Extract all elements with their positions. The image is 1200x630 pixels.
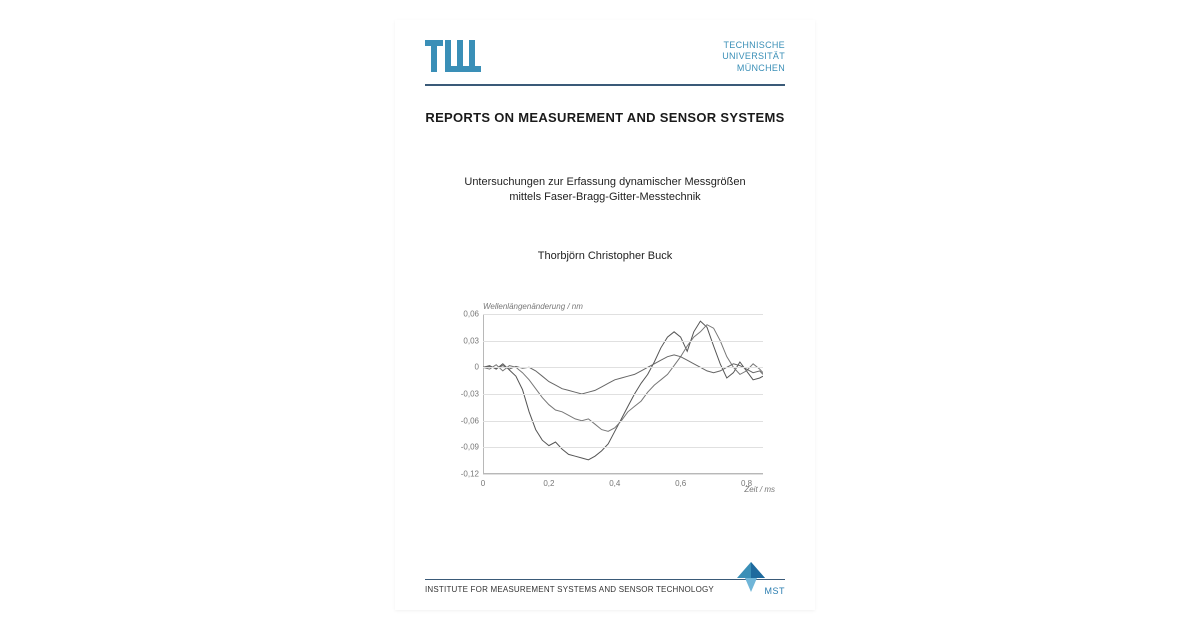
chart-plot-area: 0,060,030-0,03-0,06-0,09-0,1200,20,40,60… bbox=[483, 314, 763, 474]
chart: Wellenlängenänderung / nm 0,060,030-0,03… bbox=[445, 302, 775, 492]
header-rule bbox=[425, 84, 785, 86]
chart-ytick-label: 0 bbox=[453, 363, 479, 372]
tum-logo-icon bbox=[425, 40, 481, 72]
author-name: Thorbjörn Christopher Buck bbox=[425, 250, 785, 262]
chart-xtick-label: 0,2 bbox=[543, 479, 554, 488]
chart-gridline bbox=[483, 447, 763, 448]
thesis-title-line2: mittels Faser-Bragg-Gitter-Messtechnik bbox=[425, 190, 785, 205]
mst-logo: MST bbox=[735, 560, 785, 600]
series-title: REPORTS ON MEASUREMENT AND SENSOR SYSTEM… bbox=[425, 110, 785, 125]
chart-gridline bbox=[483, 394, 763, 395]
mst-label: MST bbox=[765, 586, 786, 596]
chart-gridline bbox=[483, 341, 763, 342]
university-name: TECHNISCHE UNIVERSITÄT MÜNCHEN bbox=[722, 40, 785, 74]
chart-gridline bbox=[483, 474, 763, 475]
chart-xtick-label: 0 bbox=[481, 479, 485, 488]
header: TECHNISCHE UNIVERSITÄT MÜNCHEN bbox=[425, 40, 785, 74]
chart-xlabel: Zeit / ms bbox=[744, 485, 775, 494]
chart-series-trace3 bbox=[483, 355, 763, 394]
cover-sheet: TECHNISCHE UNIVERSITÄT MÜNCHEN REPORTS O… bbox=[395, 20, 815, 610]
page: TECHNISCHE UNIVERSITÄT MÜNCHEN REPORTS O… bbox=[0, 0, 1200, 630]
chart-gridline bbox=[483, 314, 763, 315]
chart-ytick-label: -0,09 bbox=[453, 443, 479, 452]
chart-gridline bbox=[483, 367, 763, 368]
institute-name: INSTITUTE FOR MEASUREMENT SYSTEMS AND SE… bbox=[425, 585, 714, 594]
chart-ytick-label: 0,06 bbox=[453, 310, 479, 319]
chart-ytick-label: -0,06 bbox=[453, 416, 479, 425]
thesis-title: Untersuchungen zur Erfassung dynamischer… bbox=[425, 175, 785, 206]
chart-xtick-label: 0,4 bbox=[609, 479, 620, 488]
chart-ylabel: Wellenlängenänderung / nm bbox=[483, 302, 583, 311]
chart-gridline bbox=[483, 421, 763, 422]
chart-ytick-label: -0,03 bbox=[453, 390, 479, 399]
thesis-title-line1: Untersuchungen zur Erfassung dynamischer… bbox=[425, 175, 785, 190]
footer-rule bbox=[425, 579, 785, 580]
chart-xtick-label: 0,6 bbox=[675, 479, 686, 488]
university-line3: MÜNCHEN bbox=[722, 63, 785, 74]
chart-ytick-label: -0,12 bbox=[453, 470, 479, 479]
university-line1: TECHNISCHE bbox=[722, 40, 785, 51]
university-line2: UNIVERSITÄT bbox=[722, 51, 785, 62]
chart-ytick-label: 0,03 bbox=[453, 336, 479, 345]
